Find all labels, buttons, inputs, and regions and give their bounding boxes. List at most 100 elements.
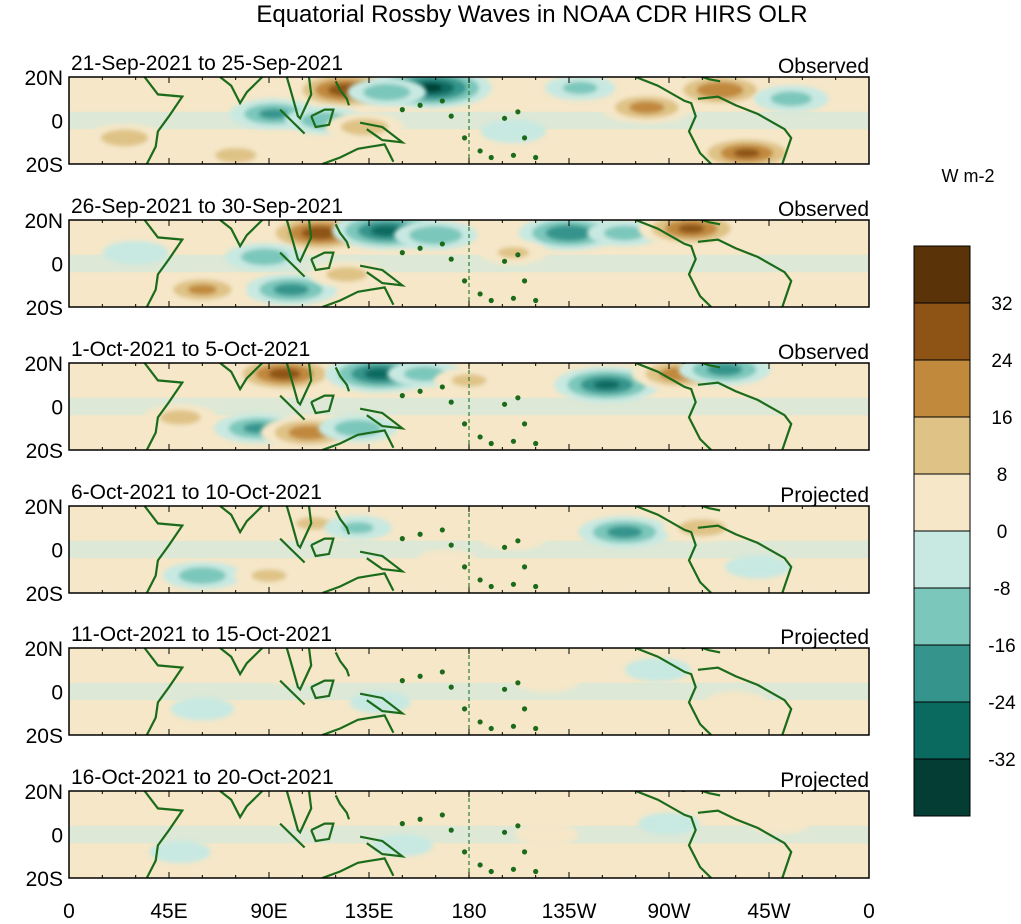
- anomaly-contour: [545, 224, 593, 242]
- y-tick-label: 20S: [26, 583, 63, 606]
- colorbar-swatch: [913, 359, 971, 418]
- panel-period-label: 16-Oct-2021 to 20-Oct-2021: [71, 766, 334, 789]
- anomaly-blob: [600, 91, 693, 124]
- anomaly-blob: [149, 840, 211, 864]
- island-dot: [510, 866, 517, 872]
- anomaly-blob: [318, 414, 398, 443]
- coastline: [635, 363, 712, 450]
- coastline: [285, 791, 313, 835]
- colorbar-swatch: [913, 587, 971, 646]
- panel-1: 20N 0 20S 21-Sep-2021 to 25-Sep-2021 Observe…: [24, 52, 870, 177]
- colorbar-label: 16: [991, 408, 1012, 429]
- island-dot: [461, 135, 468, 141]
- island-dot: [515, 252, 521, 258]
- anomaly-blob: [545, 77, 616, 101]
- anomaly-contour: [371, 834, 433, 857]
- coastline: [143, 648, 185, 735]
- coastline: [219, 648, 264, 677]
- anomaly-contour: [705, 691, 767, 714]
- coastline: [682, 220, 721, 226]
- anomaly-blob: [142, 404, 218, 431]
- coastline: [310, 251, 335, 272]
- colorbar-swatch: [913, 302, 971, 361]
- island-dot: [477, 434, 483, 440]
- anomaly-contour: [725, 555, 791, 579]
- island-dot: [477, 291, 483, 297]
- anomaly-blob: [638, 220, 744, 247]
- coastline: [682, 506, 721, 512]
- island-dot: [448, 256, 454, 262]
- anomaly-contour: [750, 812, 810, 835]
- anomaly-contour: [638, 812, 700, 835]
- anomaly-blob: [229, 363, 340, 393]
- anomaly-contour: [273, 283, 309, 296]
- panel-status-label: Projected: [780, 626, 869, 649]
- panel-period-label: 1-Oct-2021 to 5-Oct-2021: [71, 338, 310, 361]
- anomaly-blob: [578, 516, 671, 549]
- colorbar-swatch: [913, 701, 971, 760]
- y-tick-label: 0: [51, 540, 63, 563]
- coastline: [219, 791, 264, 820]
- coastline: [143, 506, 185, 593]
- island-dot: [521, 278, 528, 284]
- island-dot: [417, 531, 423, 537]
- anomaly-blob: [347, 78, 427, 107]
- anomaly-contour: [416, 549, 478, 572]
- island-dot: [510, 581, 517, 587]
- coastline: [697, 238, 793, 307]
- island-dot: [533, 868, 539, 875]
- anomaly-contour: [326, 267, 368, 282]
- coastline: [334, 794, 351, 820]
- anomaly-blob: [325, 113, 404, 141]
- colorbar-label: 32: [991, 294, 1012, 315]
- coastline: [219, 77, 264, 106]
- anomaly-contour: [562, 81, 598, 95]
- island-dot: [510, 295, 517, 301]
- x-tick-label: 135W: [542, 900, 597, 923]
- anomaly-blob: [480, 119, 547, 144]
- island-dot: [417, 245, 423, 251]
- island-dot: [510, 438, 517, 444]
- colorbar-swatch: [913, 644, 971, 703]
- anomaly-blob: [234, 563, 304, 589]
- coastline: [359, 121, 407, 144]
- colorbar-label: -8: [994, 579, 1011, 600]
- anomaly-blob: [170, 697, 235, 721]
- anomaly-contour: [170, 697, 235, 721]
- island-dot: [477, 148, 483, 154]
- coastlines: [143, 220, 793, 307]
- anomaly-contour: [240, 248, 289, 266]
- anomaly-blob: [394, 220, 478, 250]
- anomaly-contour: [100, 129, 149, 147]
- anomaly-field: [69, 77, 869, 164]
- island-dot: [399, 821, 405, 827]
- coastline: [321, 714, 395, 735]
- anomaly-blob: [245, 273, 338, 306]
- colorbar-swatch: [913, 245, 971, 304]
- coastline: [697, 524, 793, 593]
- coastline: [279, 679, 306, 706]
- panel-period-label: 21-Sep-2021 to 25-Sep-2021: [71, 52, 343, 75]
- x-tick-label: 0: [863, 900, 875, 923]
- island-dot: [399, 678, 405, 684]
- anomaly-blob: [515, 823, 579, 846]
- island-dot: [439, 384, 445, 390]
- anomaly-contour: [629, 101, 665, 114]
- coastlines: [143, 506, 793, 593]
- panel-status-label: Observed: [778, 198, 869, 221]
- y-tick-label: 20S: [26, 440, 63, 463]
- colorbar-label: 0: [997, 522, 1008, 543]
- anomaly-contour: [363, 83, 411, 101]
- coastline: [279, 251, 306, 278]
- island-dot: [448, 399, 454, 405]
- island-dot: [533, 725, 539, 732]
- coastline: [682, 363, 721, 369]
- coastline: [279, 537, 306, 564]
- anomaly-blob: [271, 806, 333, 829]
- island-dot: [501, 686, 508, 692]
- island-dot: [417, 673, 423, 679]
- island-dot: [439, 98, 445, 104]
- coastline: [321, 572, 395, 593]
- island-dot: [515, 823, 521, 829]
- panel-4: 20N 0 20S 6-Oct-2021 to 10-Oct-2021 Projecte…: [24, 481, 870, 606]
